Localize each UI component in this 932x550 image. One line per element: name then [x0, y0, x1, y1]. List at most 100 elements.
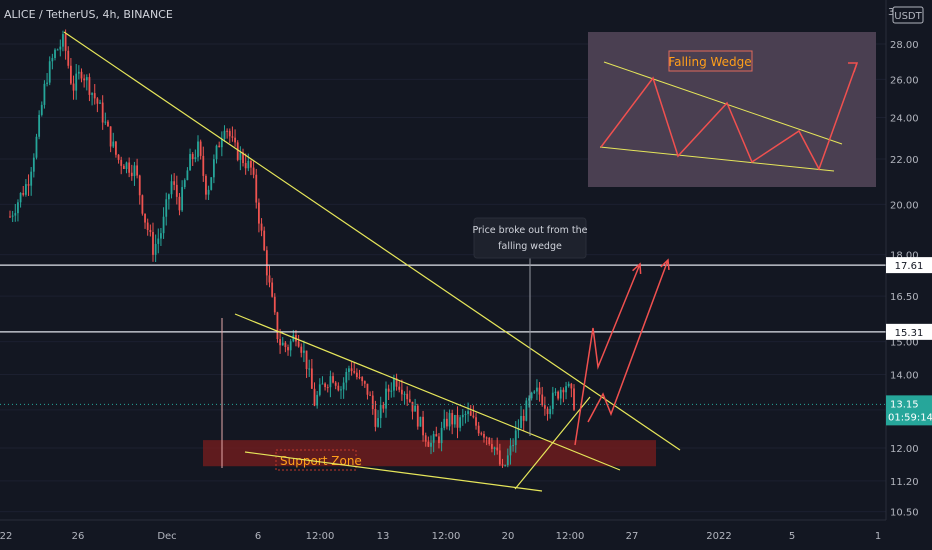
candle-body-89	[244, 163, 247, 169]
level-tag-label-0: 17.61	[895, 261, 924, 272]
current-price-label: 13.15	[890, 399, 919, 410]
price-tick-12: 10.50	[890, 508, 919, 519]
candle-body-174	[469, 411, 472, 416]
candle-body-138	[374, 409, 377, 427]
candle-body-98	[268, 275, 271, 283]
candle-body-49	[138, 175, 141, 196]
candle-body-53	[149, 230, 152, 233]
candle-body-112	[305, 350, 308, 370]
price-tick-8: 14.00	[890, 370, 919, 381]
candle-body-11	[38, 114, 41, 137]
candles-layer	[9, 29, 575, 468]
candle-body-168	[453, 414, 456, 425]
candle-body-2	[14, 213, 17, 216]
candle-body-20	[62, 34, 64, 47]
candle-body-129	[350, 368, 353, 372]
candle-body-81	[223, 130, 226, 139]
candle-body-25	[75, 73, 78, 91]
candle-body-50	[141, 195, 144, 214]
falling-wedge-inset: Falling Wedge	[588, 32, 876, 187]
candle-body-48	[136, 165, 138, 176]
time-tick-8: 12:00	[556, 531, 585, 542]
time-tick-2: Dec	[157, 531, 176, 542]
candle-body-143	[387, 388, 390, 392]
candle-body-103	[281, 342, 284, 346]
time-tick-1: 26	[72, 531, 85, 542]
candle-body-152	[411, 401, 414, 412]
candle-body-207	[557, 391, 560, 399]
candle-body-111	[303, 350, 305, 353]
candle-body-70	[194, 157, 197, 160]
inset-panel	[588, 32, 876, 187]
candle-body-36	[104, 121, 107, 123]
candle-body-209	[562, 389, 565, 393]
candle-body-128	[348, 368, 350, 372]
candle-body-12	[40, 104, 43, 115]
candle-body-60	[167, 194, 170, 200]
candle-body-14	[46, 82, 48, 84]
candle-body-206	[554, 391, 557, 393]
candle-body-119	[324, 383, 326, 388]
breakout-note-line1: Price broke out from the	[472, 225, 587, 236]
candle-body-181	[488, 437, 491, 445]
candle-body-19	[59, 46, 62, 50]
candle-body-37	[107, 121, 109, 127]
candle-body-182	[491, 444, 493, 449]
candle-body-123	[334, 382, 337, 386]
time-axis[interactable]: 22 26 Dec 6 12:00 13 12:00 20 12:00 27 2022 5 1	[0, 519, 932, 550]
candle-body-173	[467, 411, 469, 414]
support-zone	[203, 440, 656, 467]
time-tick-9: 27	[626, 531, 639, 542]
candle-body-33	[96, 98, 99, 104]
candle-body-117	[318, 384, 321, 395]
candle-body-72	[199, 141, 202, 156]
candle-body-157	[424, 435, 427, 442]
candle-body-194	[522, 415, 525, 421]
candle-body-63	[175, 184, 178, 197]
projection-arrow-head-0	[632, 262, 642, 275]
candle-body-54	[152, 232, 154, 255]
candle-body-58	[162, 216, 165, 234]
price-tick-4: 20.00	[890, 200, 919, 211]
candle-body-134	[363, 381, 366, 384]
candle-body-126	[342, 382, 345, 390]
price-tick-7: 15.00	[890, 338, 919, 349]
candle-body-17	[54, 49, 56, 59]
candle-body-135	[366, 383, 369, 395]
candle-body-121	[329, 376, 332, 388]
candle-body-191	[514, 430, 517, 446]
candle-body-115	[313, 388, 316, 406]
candle-body-150	[406, 393, 409, 400]
candle-body-196	[528, 398, 530, 401]
candle-body-57	[160, 233, 162, 239]
price-tick-5: 18.00	[890, 251, 919, 262]
candle-body-136	[369, 394, 372, 396]
candle-body-13	[43, 83, 46, 105]
wedge-upper-trendline	[234, 313, 621, 471]
candle-body-212	[570, 383, 573, 389]
candle-body-61	[170, 181, 173, 195]
candle-body-137	[371, 395, 374, 410]
candle-body-4	[19, 192, 22, 203]
breakout-note-box	[473, 217, 587, 259]
candle-body-95	[260, 223, 263, 231]
candle-body-6	[24, 184, 27, 195]
price-axis[interactable]: 28.00 26.00 24.00 22.00 20.00 18.00 16.50 15.00…	[885, 0, 932, 550]
projection-arrow-1	[587, 259, 669, 423]
breakout-note-line2: falling wedge	[498, 241, 562, 252]
candle-body-99	[271, 282, 274, 297]
time-tick-0: 22	[0, 531, 12, 542]
candle-body-52	[146, 222, 149, 231]
candle-body-187	[504, 465, 507, 467]
candle-body-201	[541, 394, 544, 406]
candle-body-16	[51, 58, 54, 62]
candle-body-67	[186, 170, 189, 181]
inset-zigzag	[600, 62, 858, 171]
candle-body-106	[289, 341, 292, 351]
candle-body-114	[310, 368, 313, 389]
candle-body-197	[530, 392, 533, 399]
candle-body-85	[234, 137, 236, 143]
candle-body-153	[414, 405, 417, 412]
candle-body-205	[551, 392, 554, 409]
